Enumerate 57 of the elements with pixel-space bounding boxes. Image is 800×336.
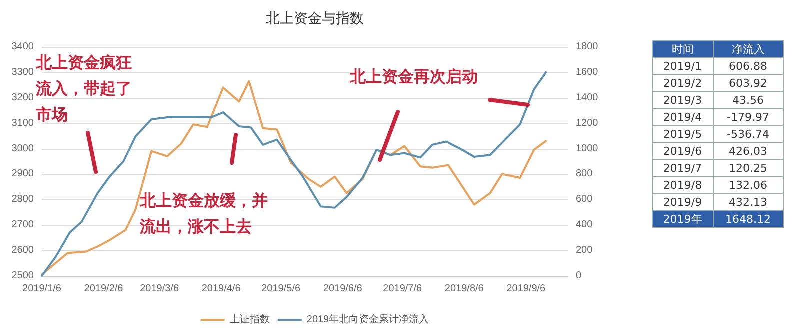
x-tick-label: 2019/7/6 [383, 284, 423, 294]
x-tick-label: 2019/8/6 [444, 284, 484, 294]
data-label: 43.56 [713, 92, 784, 108]
category-label: 2019/6 [652, 142, 714, 160]
y-tick-label: 2600 [12, 245, 34, 256]
chart-title: 北上资金与指数 [266, 10, 364, 26]
y2-tick-label: 1600 [576, 66, 599, 78]
legend-label: 2019年北向资金累计净流入 [306, 314, 430, 326]
annotation: 北上资金疯狂流入，带起了市场 [36, 52, 133, 126]
category-label: 2019/1 [652, 58, 714, 74]
annotation: 北上资金再次启动 [350, 67, 478, 86]
text: 净流入 [713, 40, 784, 58]
y-tick-label: 2900 [12, 168, 34, 180]
data-label: 120.25 [713, 160, 784, 176]
y-tick-label: 3100 [12, 118, 34, 129]
x-tick-label: 2019/4/6 [202, 284, 242, 294]
category-label: 2019/5 [652, 126, 714, 142]
y-tick-label: 2500 [12, 270, 34, 282]
y2-tick-label: 200 [576, 245, 594, 256]
y-tick-label: 2700 [12, 220, 34, 231]
y-tick-label: 2800 [12, 194, 34, 206]
category-label: 2019/4 [652, 108, 714, 126]
y2-tick-label: 400 [576, 220, 594, 231]
category-label: 2019/9 [652, 194, 714, 210]
x-tick-label: 2019/6/6 [323, 284, 363, 294]
annotation: 北上资金放缓，并流出，涨不上去 [140, 190, 269, 238]
data-label: 426.03 [713, 142, 784, 160]
x-tick-label: 2019/5/6 [262, 284, 301, 294]
data-label: 432.13 [713, 194, 784, 210]
x-tick-label: 2019/1/6 [22, 284, 62, 294]
data-label: 603.92 [713, 74, 784, 92]
y2-tick-label: 1400 [576, 92, 599, 104]
y2-tick-label: 600 [576, 194, 594, 206]
category-label: 2019/2 [652, 74, 714, 92]
text: 时间 [652, 40, 714, 58]
category-label: 2019/7 [652, 160, 714, 176]
y2-tick-label: 1800 [576, 42, 599, 52]
data-label: 1648.12 [713, 210, 784, 228]
x-tick-label: 2019/2/6 [84, 284, 124, 294]
legend-label: 上证指数 [230, 314, 270, 326]
y-tick-label: 3300 [12, 66, 34, 78]
y-tick-label: 3200 [12, 92, 34, 104]
y2-tick-label: 0 [576, 270, 582, 282]
y2-tick-label: 800 [576, 168, 594, 180]
category-label: 2019年 [652, 210, 714, 228]
category-label: 2019/8 [652, 176, 714, 194]
data-label: -179.97 [713, 108, 784, 126]
data-label: 606.88 [713, 58, 784, 74]
y-tick-label: 3000 [12, 143, 34, 154]
x-tick-label: 2019/9/6 [506, 284, 546, 294]
x-tick-label: 2019/3/6 [140, 284, 180, 294]
y-tick-label: 3400 [12, 42, 34, 52]
category-label: 2019/3 [652, 92, 714, 108]
data-label: 132.06 [713, 176, 784, 194]
data-label: -536.74 [713, 126, 784, 142]
y2-tick-label: 1200 [576, 118, 599, 129]
y2-tick-label: 1000 [576, 143, 599, 154]
